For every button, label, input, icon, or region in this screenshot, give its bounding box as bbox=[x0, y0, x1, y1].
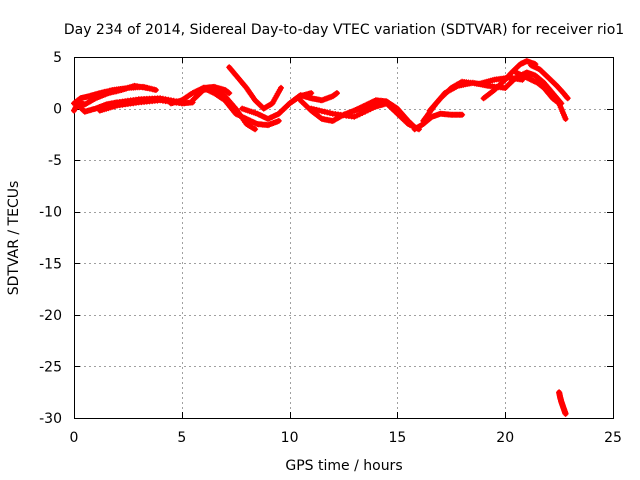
data-point bbox=[308, 90, 315, 97]
data-point bbox=[271, 112, 278, 119]
data-point bbox=[235, 112, 242, 118]
data-point bbox=[523, 74, 530, 81]
data-point bbox=[564, 95, 571, 102]
series-track-10 bbox=[275, 90, 340, 117]
data-point bbox=[334, 90, 340, 97]
series-track-7 bbox=[200, 84, 282, 129]
series-track-8 bbox=[226, 64, 284, 112]
data-point bbox=[364, 107, 371, 114]
series-track-17 bbox=[480, 58, 539, 102]
x-tick-label: 15 bbox=[388, 430, 406, 446]
series-track-13 bbox=[351, 97, 418, 131]
y-tick-label: 5 bbox=[53, 50, 62, 66]
data-point bbox=[351, 113, 358, 120]
data-point bbox=[232, 110, 239, 117]
data-point bbox=[192, 88, 199, 95]
y-axis-label: SDTVAR / TECUs bbox=[6, 181, 22, 296]
y-tick-label: -25 bbox=[39, 359, 62, 375]
x-tick-label: 25 bbox=[604, 430, 622, 446]
data-point bbox=[258, 112, 265, 119]
data-point bbox=[356, 111, 363, 118]
y-tick-label: -5 bbox=[48, 153, 62, 169]
data-point bbox=[207, 88, 214, 95]
series-track-21 bbox=[556, 389, 569, 417]
y-tick-label: -30 bbox=[39, 411, 62, 427]
data-point bbox=[459, 111, 466, 118]
data-point bbox=[226, 90, 233, 97]
data-point bbox=[254, 110, 261, 117]
data-point bbox=[318, 108, 325, 115]
data-point bbox=[152, 87, 159, 93]
data-point bbox=[316, 107, 323, 114]
data-point bbox=[200, 84, 207, 91]
data-point bbox=[238, 113, 245, 120]
data-point bbox=[203, 86, 210, 93]
chart-title: Day 234 of 2014, Sidereal Day-to-day VTE… bbox=[64, 22, 624, 38]
data-point bbox=[364, 101, 371, 108]
plot-frame bbox=[74, 57, 614, 419]
data-point bbox=[362, 102, 369, 109]
y-tick-label: -15 bbox=[39, 256, 62, 272]
x-tick-label: 0 bbox=[70, 430, 79, 446]
y-tick-label: -10 bbox=[39, 205, 62, 221]
data-point bbox=[359, 110, 366, 116]
data-point bbox=[354, 106, 360, 113]
grid bbox=[74, 57, 613, 418]
data-point bbox=[368, 99, 375, 106]
x-tick-label: 5 bbox=[177, 430, 186, 446]
x-tick-label: 10 bbox=[281, 430, 299, 446]
data-point bbox=[252, 126, 259, 133]
data-point bbox=[275, 117, 282, 124]
data-point bbox=[317, 114, 324, 121]
data-point bbox=[521, 73, 528, 80]
x-axis-label: GPS time / hours bbox=[285, 458, 402, 474]
data-point bbox=[189, 97, 196, 104]
data-point bbox=[278, 84, 284, 91]
data-point bbox=[282, 104, 289, 111]
y-tick-label: -20 bbox=[39, 308, 62, 324]
series-track-2 bbox=[71, 82, 151, 114]
data-point bbox=[370, 104, 377, 111]
series-track-20 bbox=[528, 62, 571, 102]
series-track-4 bbox=[96, 97, 196, 114]
data-point bbox=[310, 106, 317, 113]
series-track-14 bbox=[411, 110, 466, 133]
data-point bbox=[359, 103, 366, 110]
data-point bbox=[324, 109, 331, 116]
data-point bbox=[246, 117, 253, 124]
data-point bbox=[562, 115, 569, 122]
data-point bbox=[269, 114, 276, 120]
data-point bbox=[356, 105, 363, 112]
data-point bbox=[519, 72, 526, 79]
y-tick-label: 0 bbox=[53, 102, 62, 118]
data-point bbox=[144, 84, 151, 91]
axis-ticks: 0 5 10 15 20 25 5 0 -5 -10 -15 -20 -25 -30 bbox=[39, 50, 622, 446]
data-point bbox=[354, 112, 360, 119]
data-point bbox=[507, 79, 514, 86]
data-points bbox=[71, 58, 571, 417]
data-point bbox=[362, 108, 369, 115]
x-tick-label: 20 bbox=[496, 430, 514, 446]
data-point bbox=[562, 410, 569, 417]
data-point bbox=[444, 88, 451, 95]
series-track-19 bbox=[513, 69, 569, 122]
